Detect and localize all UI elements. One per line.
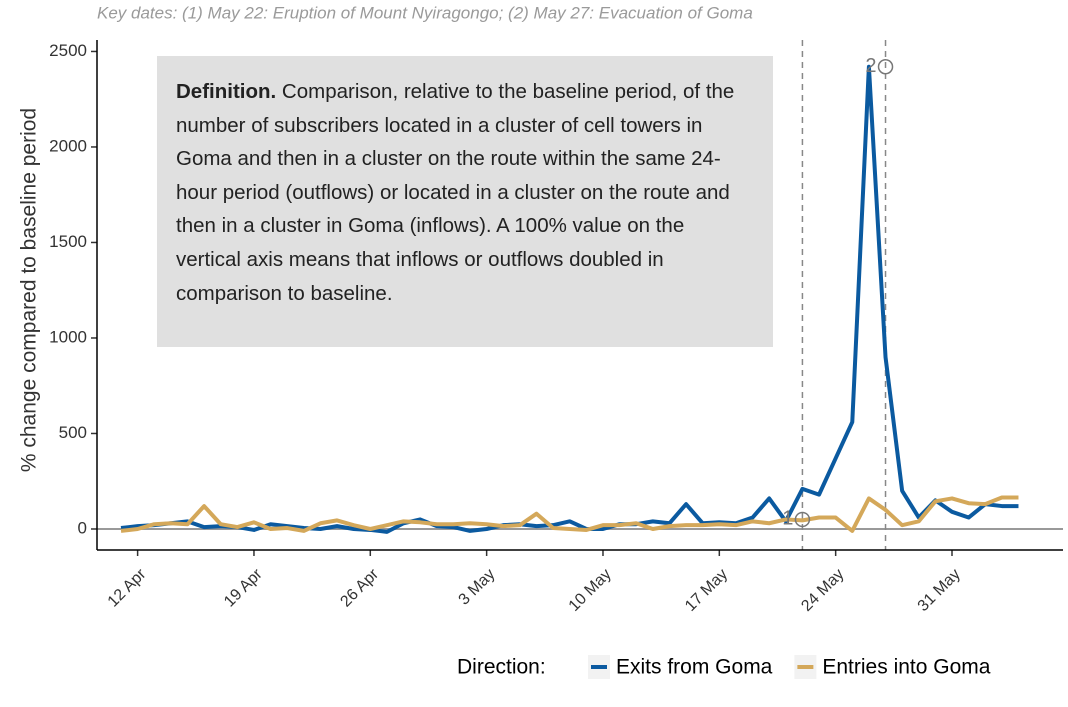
subtitle: Key dates: (1) May 22: Eruption of Mount… [97, 3, 753, 22]
key-date-label: 1 [782, 508, 793, 530]
x-tick-label: 31 May [915, 566, 964, 615]
x-tick-label: 17 May [682, 566, 731, 615]
key-date-label: 2 [865, 55, 876, 77]
x-tick-label: 19 Apr [221, 565, 266, 610]
x-tick-label: 12 Apr [105, 565, 150, 610]
legend-label: Exits from Goma [616, 656, 773, 679]
x-tick-label: 26 Apr [337, 565, 382, 610]
legend-swatch [591, 665, 607, 669]
y-tick-label: 1500 [49, 232, 87, 251]
series-line [120, 495, 1019, 533]
key-date-marker [877, 58, 894, 75]
definition-box: Definition. Comparison, relative to the … [157, 56, 773, 347]
legend-label: Entries into Goma [822, 656, 990, 679]
series-line [120, 64, 1019, 534]
definition-text: Comparison, relative to the baseline per… [176, 80, 735, 305]
y-tick-label: 0 [78, 518, 87, 537]
legend-title: Direction: [457, 656, 546, 679]
y-tick-label: 500 [59, 423, 87, 442]
key-date-marker [794, 511, 811, 528]
x-tick-label: 10 May [566, 566, 615, 615]
y-tick-label: 2000 [49, 136, 87, 155]
x-tick-label: 3 May [456, 566, 499, 609]
legend-swatch [797, 665, 814, 669]
y-tick-label: 1000 [49, 327, 87, 346]
y-axis-label: % change compared to baseline period [18, 108, 41, 472]
y-tick-label: 2500 [49, 41, 87, 60]
x-tick-label: 24 May [798, 566, 847, 615]
definition-title: Definition. [176, 80, 277, 103]
